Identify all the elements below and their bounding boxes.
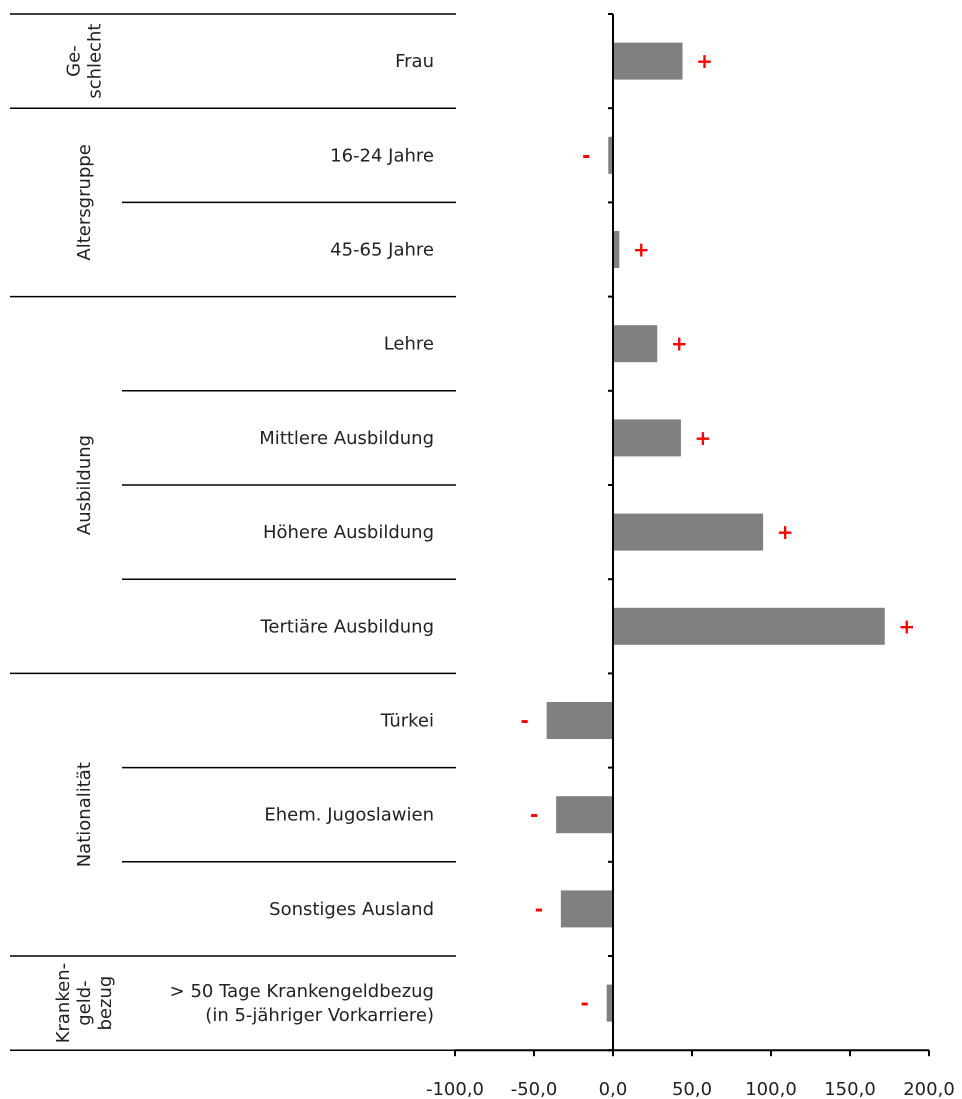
- x-tick-label: 200,0: [903, 1079, 955, 1099]
- bar: [608, 136, 613, 174]
- significance-marker: +: [671, 332, 688, 356]
- significance-marker: +: [898, 614, 915, 638]
- category-label: Ehem. Jugoslawien: [264, 805, 434, 826]
- bar: [613, 419, 681, 457]
- bar: [613, 231, 620, 268]
- significance-markers: + - + + + + + - - - -: [520, 49, 915, 1015]
- group-labels: Ge-schlecht Altersgruppe Ausbildung Nationa…: [53, 24, 116, 1044]
- significance-marker: +: [695, 426, 712, 450]
- axes: -100,0 -50,0 0,0 50,0 100,0 150,0 200,0: [426, 13, 955, 1099]
- group-label: Nationalität: [74, 762, 95, 867]
- x-tick-label: 0,0: [599, 1079, 628, 1099]
- group-label: Kranken-: [53, 963, 74, 1043]
- significance-marker: -: [582, 143, 590, 167]
- x-tick-label: 100,0: [745, 1079, 797, 1099]
- category-label: 16-24 Jahre: [330, 145, 434, 166]
- x-tick-label: -100,0: [426, 1079, 484, 1099]
- category-label: Frau: [395, 51, 434, 72]
- significance-marker: -: [520, 709, 528, 733]
- category-labels: Frau 16-24 Jahre 45-65 Jahre Lehre Mittlere …: [170, 51, 434, 1026]
- significance-marker: -: [535, 897, 543, 921]
- group-label: schlecht: [85, 24, 106, 99]
- significance-marker: -: [581, 991, 589, 1015]
- significance-marker: +: [777, 520, 794, 544]
- group-label: geld-: [74, 980, 95, 1025]
- bar: [546, 702, 613, 739]
- category-label: Sonstiges Ausland: [269, 899, 434, 920]
- x-tick-label: -50,0: [511, 1079, 558, 1099]
- category-label: 45-65 Jahre: [330, 240, 434, 261]
- group-label: Altersgruppe: [74, 144, 95, 260]
- category-label: Mittlere Ausbildung: [259, 428, 434, 449]
- category-label: (in 5-jähriger Vorkarriere): [205, 1005, 434, 1026]
- category-label: Tertiäre Ausbildung: [260, 616, 435, 637]
- x-tick-label: 150,0: [824, 1079, 876, 1099]
- bar: [556, 796, 613, 834]
- bar: [613, 513, 764, 551]
- category-label: Türkei: [380, 711, 434, 732]
- significance-marker: +: [633, 238, 650, 262]
- significance-marker: +: [696, 49, 713, 73]
- bar: [613, 325, 658, 363]
- category-label: Höhere Ausbildung: [263, 522, 434, 543]
- x-tick-label: 50,0: [672, 1079, 712, 1099]
- group-label: bezug: [95, 976, 116, 1031]
- group-label: Ausbildung: [74, 435, 95, 535]
- category-label: > 50 Tage Krankengeldbezug: [170, 981, 434, 1002]
- significance-marker: -: [530, 803, 538, 827]
- bars: [546, 42, 885, 1022]
- group-label: Ge-: [64, 45, 85, 77]
- bar: [613, 607, 885, 645]
- table-rules: [10, 13, 456, 1051]
- category-label: Lehre: [384, 334, 434, 355]
- bar: [606, 984, 613, 1022]
- bar: [613, 42, 683, 80]
- bar: [560, 890, 613, 928]
